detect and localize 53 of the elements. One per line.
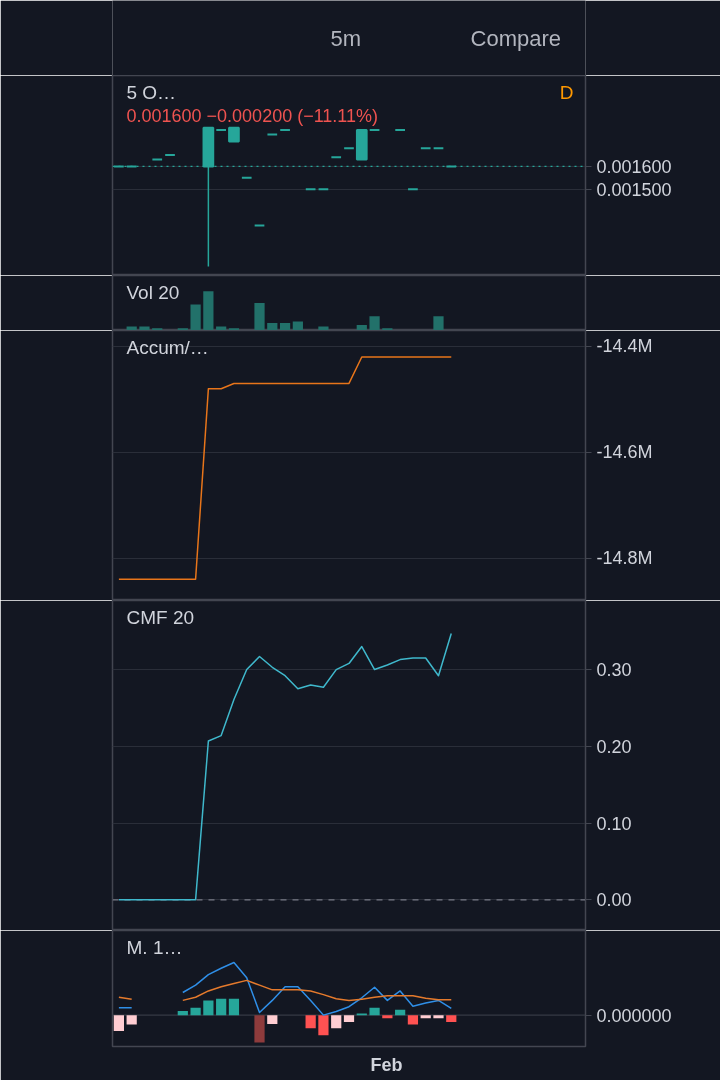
y-tick-label: 0.00: [596, 890, 632, 911]
bar: [254, 303, 265, 330]
y-tick-label: 0.001600: [596, 156, 672, 177]
line-series: [118, 632, 453, 901]
chart-title: Vol 20: [126, 281, 180, 303]
bar: [113, 1015, 125, 1031]
bar: [292, 321, 303, 330]
y-tick-label: 0.20: [596, 736, 632, 757]
text: 0.001600 −0.000200 (−11.11%): [126, 105, 379, 126]
bar: [216, 998, 227, 1016]
bar: [228, 998, 240, 1016]
bar: [433, 316, 444, 330]
chart-title: M. 1…: [126, 936, 183, 958]
bar: [279, 323, 291, 330]
bar: [305, 1015, 316, 1029]
bar: [267, 1015, 278, 1025]
chart-title: 5 O…: [126, 81, 177, 103]
bar: [318, 326, 329, 330]
y-tick-label: 0.30: [596, 660, 632, 681]
annotation: D: [559, 81, 574, 103]
chart-title: CMF 20: [126, 606, 195, 628]
bar: [382, 1015, 393, 1019]
bar: [203, 1000, 214, 1016]
bar: [369, 316, 380, 330]
bar: [190, 304, 201, 330]
bar: [267, 323, 278, 330]
text: 5m: [330, 25, 361, 51]
y-tick-label: -14.4M: [596, 336, 653, 357]
text: Compare: [470, 25, 562, 51]
bar: [369, 1007, 380, 1016]
line-series: [118, 356, 453, 581]
bar: [446, 1015, 457, 1022]
bar: [331, 1015, 342, 1029]
bar: [126, 1015, 137, 1025]
y-tick-label: -14.6M: [596, 442, 653, 463]
bar: [407, 1015, 419, 1025]
y-tick-label: 0.10: [596, 813, 632, 834]
text: Feb: [370, 1054, 403, 1075]
y-tick-label: 0.001500: [596, 179, 672, 200]
y-tick-label: -14.8M: [596, 548, 653, 569]
bar: [203, 291, 214, 330]
chart-title: Accum/…: [126, 336, 209, 358]
bar: [318, 1015, 329, 1036]
ref-line-label: 0.000000: [596, 1005, 672, 1026]
bar: [420, 1015, 431, 1019]
bar: [139, 326, 150, 330]
bar: [395, 1009, 406, 1016]
bar: [433, 1015, 444, 1019]
bar: [254, 1015, 265, 1043]
bar: [343, 1015, 355, 1022]
bar: [356, 325, 367, 330]
bar: [190, 1007, 201, 1016]
bar: [177, 1010, 188, 1016]
